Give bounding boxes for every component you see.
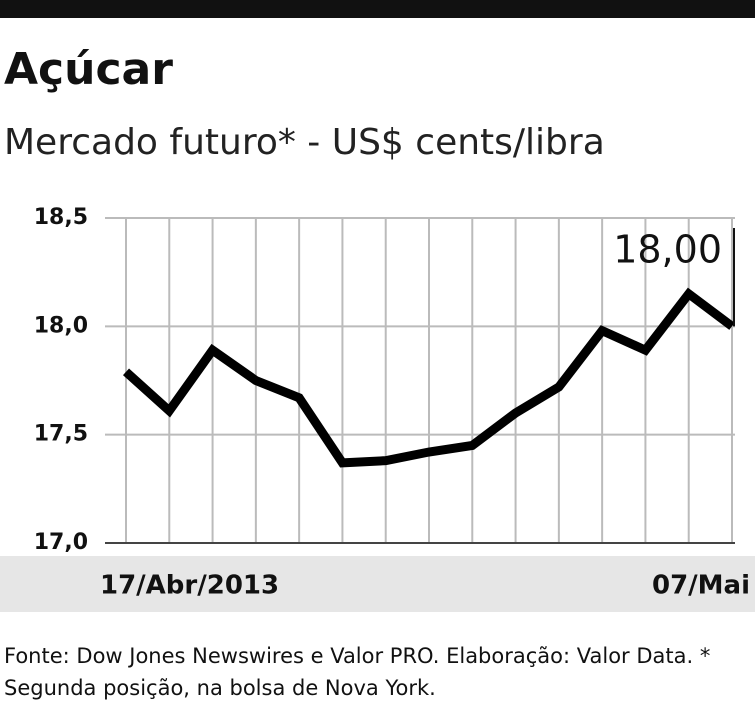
y-tick-label: 18,0 bbox=[34, 313, 88, 338]
x-tick-label: 07/Mai bbox=[652, 571, 750, 601]
chart: Açúcar Mercado futuro* - US$ cents/libra… bbox=[0, 0, 755, 612]
y-tick-label: 17,0 bbox=[34, 530, 88, 555]
value-label: 18,00 bbox=[613, 228, 722, 272]
chart-title: Açúcar bbox=[4, 44, 173, 95]
source: Fonte: Dow Jones Newswires e Valor PRO. … bbox=[4, 644, 711, 700]
x-tick-label: 17/Abr/2013 bbox=[100, 571, 279, 601]
top-bar bbox=[0, 0, 755, 18]
y-tick-label: 17,5 bbox=[34, 422, 88, 447]
x-band bbox=[0, 556, 755, 612]
chart-subtitle: Mercado futuro* - US$ cents/libra bbox=[4, 122, 605, 163]
y-tick-label: 18,5 bbox=[34, 205, 88, 230]
line bbox=[122, 287, 735, 468]
